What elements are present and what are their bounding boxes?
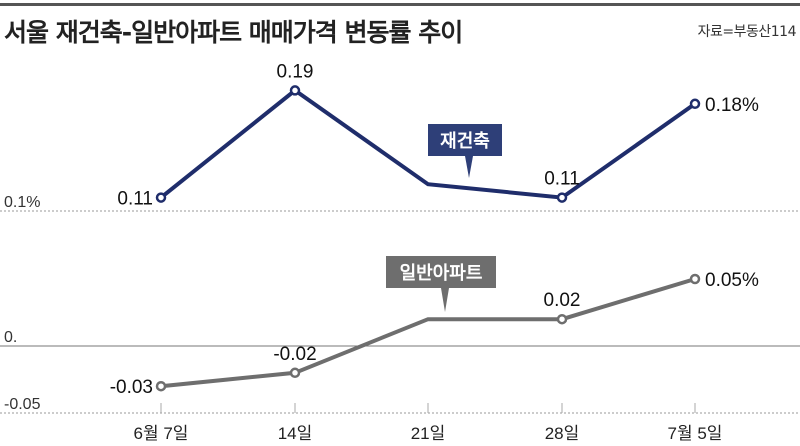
general-apartment-callout-box <box>386 256 496 288</box>
reconstruction-data-label: 0.11 <box>117 189 153 210</box>
x-tick-label: 28일 <box>545 424 580 443</box>
general-apartment-line <box>160 277 696 389</box>
general-apartment-data-label: 0.05% <box>705 270 759 291</box>
reconstruction-data-label: 0.19 <box>277 61 314 82</box>
x-tick-label: 21일 <box>411 424 446 443</box>
reconstruction-data-label: 0.18% <box>705 95 759 116</box>
reconstruction-point <box>289 85 301 96</box>
reconstruction-line <box>159 87 697 200</box>
chart-title: 서울 재건축-일반아파트 매매가격 변동률 추이 <box>4 18 463 47</box>
general-apartment-point <box>155 380 167 392</box>
reconstruction-series-label: 재건축 <box>440 131 490 151</box>
general-apartment-point <box>556 313 568 325</box>
bottom-label: -0.05 <box>4 396 41 413</box>
reconstruction-point <box>556 192 568 203</box>
reconstruction-data-label: 0.11 <box>544 169 580 190</box>
x-tick-label: 7월 5일 <box>668 424 723 443</box>
reconstruction-point <box>155 192 167 203</box>
reconstruction-callout-pointer <box>465 156 473 178</box>
source-note: 자료=부동산114 <box>697 24 797 40</box>
general-apartment-point <box>289 367 301 379</box>
general-apartment-data-label: -0.03 <box>110 377 153 398</box>
zero-label: 0. <box>4 329 17 346</box>
baseline-label: 0.1% <box>4 194 40 211</box>
reconstruction-callout-box <box>428 124 502 156</box>
reconstruction-point <box>689 98 701 110</box>
x-tick-label: 6월 7일 <box>134 424 189 443</box>
top-rule <box>0 3 800 6</box>
general-apartment-data-label: -0.02 <box>273 344 316 365</box>
x-tick-label: 14일 <box>278 424 313 443</box>
general-apartment-callout-pointer <box>441 288 449 312</box>
general-apartment-point <box>689 273 701 285</box>
general-apartment-series-label: 일반아파트 <box>400 263 483 283</box>
general-apartment-data-label: 0.02 <box>544 290 581 311</box>
